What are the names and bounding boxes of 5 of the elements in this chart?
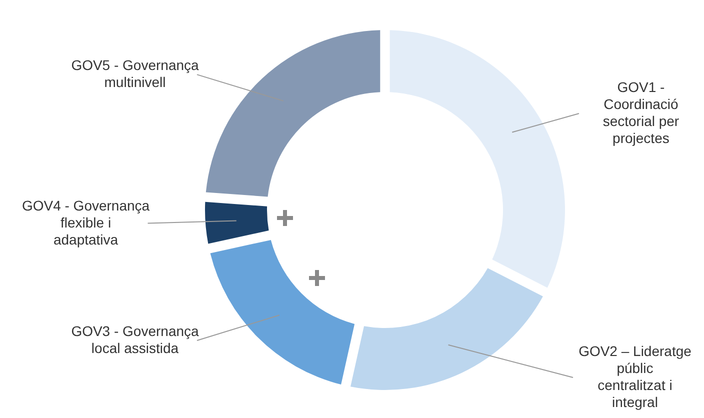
slice-label: GOV4 - Governança flexible i adaptativa [22,196,150,247]
slice-label: GOV2 – Lideratge públic centralitzat i integral [578,342,692,410]
slice-label: GOV1 - Coordinació sectorial per projectes [602,78,680,146]
slice-label: GOV5 - Governança multinivell [71,56,200,90]
slice-label: GOV3 - Governança local assistida [71,322,200,356]
